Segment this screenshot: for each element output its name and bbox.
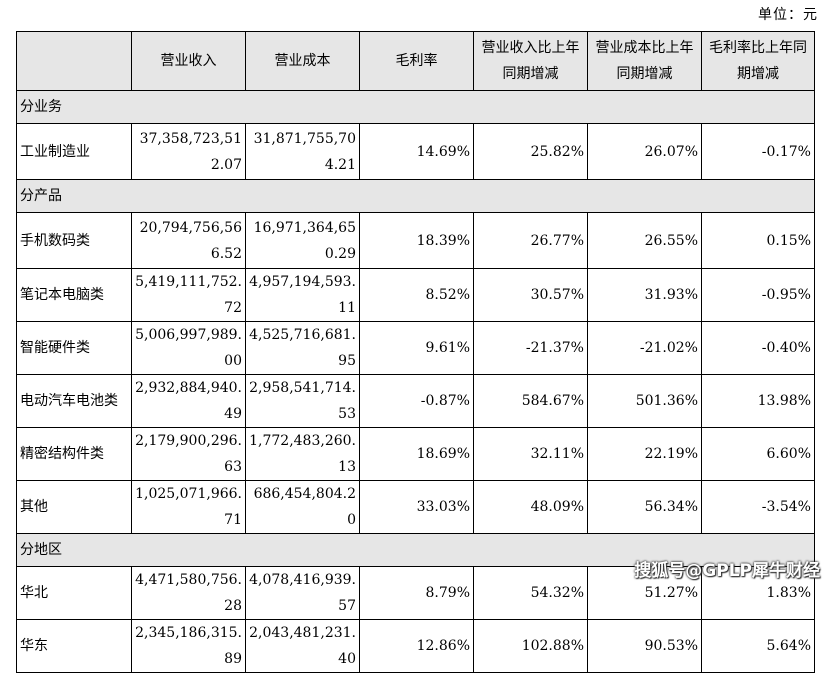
cell-cost-change: 90.53% xyxy=(587,619,702,673)
cell-rev-change: 30.57% xyxy=(473,268,588,322)
cell-rev-change: -21.37% xyxy=(473,321,588,375)
cell-rev-change: 584.67% xyxy=(473,374,588,428)
cell-margin: 12.86% xyxy=(359,619,474,673)
cell-cost-change: -21.02% xyxy=(587,321,702,375)
cell-cost: 2,043,481,231.40 xyxy=(245,619,360,673)
cell-revenue: 2,932,884,940.49 xyxy=(131,374,246,428)
section-header-row: 分业务 xyxy=(16,90,815,124)
section-header-row: 分产品 xyxy=(16,179,815,213)
cell-margin-change: -0.95% xyxy=(701,268,815,322)
cell-rev-change: 25.82% xyxy=(473,123,588,180)
section-title: 分产品 xyxy=(16,179,815,213)
cell-cost: 31,871,755,704.21 xyxy=(245,123,360,180)
cell-revenue: 1,025,071,966.71 xyxy=(131,480,246,534)
cell-cost: 4,525,716,681.95 xyxy=(245,321,360,375)
cell-revenue: 5,419,111,752.72 xyxy=(131,268,246,322)
row-label: 笔记本电脑类 xyxy=(16,268,132,322)
row-label: 华北 xyxy=(16,566,132,620)
table-row: 手机数码类 20,794,756,566.52 16,971,364,650.29 1… xyxy=(16,212,815,269)
cell-margin-change: 0.15% xyxy=(701,212,815,269)
cell-margin: 14.69% xyxy=(359,123,474,180)
table-row: 其他 1,025,071,966.71 686,454,804.20 33.03% 48… xyxy=(16,480,815,534)
unit-label: 单位：元 xyxy=(758,7,818,23)
cell-cost: 4,078,416,939.57 xyxy=(245,566,360,620)
cell-rev-change: 26.77% xyxy=(473,212,588,269)
cell-revenue: 37,358,723,512.07 xyxy=(131,123,246,180)
row-label: 电动汽车电池类 xyxy=(16,374,132,428)
row-label: 其他 xyxy=(16,480,132,534)
table-row: 电动汽车电池类 2,932,884,940.49 2,958,541,714.53-… xyxy=(16,374,815,428)
cell-margin: 9.61% xyxy=(359,321,474,375)
cell-revenue: 2,179,900,296.63 xyxy=(131,427,246,481)
cell-margin-change: 13.98% xyxy=(701,374,815,428)
header-row: 营业收入 营业成本 毛利率 营业收入比上年同期增减 营业成本比上年同期增减 毛利… xyxy=(16,31,815,91)
cell-cost: 686,454,804.20 xyxy=(245,480,360,534)
table-row: 华东 2,345,186,315.89 2,043,481,231.40 12.86%… xyxy=(16,619,815,673)
cell-cost-change: 501.36% xyxy=(587,374,702,428)
cell-rev-change: 54.32% xyxy=(473,566,588,620)
cell-revenue: 20,794,756,566.52 xyxy=(131,212,246,269)
cell-cost-change: 26.55% xyxy=(587,212,702,269)
header-cell: 毛利率比上年同期增减 xyxy=(701,31,815,91)
row-label: 华东 xyxy=(16,619,132,673)
cell-cost-change: 22.19% xyxy=(587,427,702,481)
cell-margin-change: 5.64% xyxy=(701,619,815,673)
table-row: 智能硬件类 5,006,997,989.00 4,525,716,681.95 9.6… xyxy=(16,321,815,375)
cell-margin: 33.03% xyxy=(359,480,474,534)
header-cell xyxy=(16,31,132,91)
cell-margin-change: -0.40% xyxy=(701,321,815,375)
cell-rev-change: 102.88% xyxy=(473,619,588,673)
cell-margin: 18.69% xyxy=(359,427,474,481)
row-label: 精密结构件类 xyxy=(16,427,132,481)
cell-revenue: 2,345,186,315.89 xyxy=(131,619,246,673)
cell-rev-change: 48.09% xyxy=(473,480,588,534)
cell-margin-change: 6.60% xyxy=(701,427,815,481)
header-cell: 营业成本比上年同期增减 xyxy=(587,31,702,91)
watermark: 搜狐号@GPLP犀牛财经 xyxy=(634,561,820,581)
row-label: 智能硬件类 xyxy=(16,321,132,375)
section-title: 分业务 xyxy=(16,90,815,124)
cell-margin-change: -0.17% xyxy=(701,123,815,180)
cell-cost: 1,772,483,260.13 xyxy=(245,427,360,481)
cell-margin: -0.87% xyxy=(359,374,474,428)
cell-revenue: 4,471,580,756.28 xyxy=(131,566,246,620)
cell-cost-change: 26.07% xyxy=(587,123,702,180)
cell-margin-change: -3.54% xyxy=(701,480,815,534)
header-cell: 营业收入比上年同期增减 xyxy=(473,31,588,91)
cell-cost: 16,971,364,650.29 xyxy=(245,212,360,269)
cell-cost: 2,958,541,714.53 xyxy=(245,374,360,428)
table-row: 笔记本电脑类 5,419,111,752.72 4,957,194,593.11 8.… xyxy=(16,268,815,322)
cell-revenue: 5,006,997,989.00 xyxy=(131,321,246,375)
header-cell: 营业成本 xyxy=(245,31,360,91)
header-cell: 营业收入 xyxy=(131,31,246,91)
row-label: 手机数码类 xyxy=(16,212,132,269)
header-cell: 毛利率 xyxy=(359,31,474,91)
cell-cost: 4,957,194,593.11 xyxy=(245,268,360,322)
cell-margin: 8.52% xyxy=(359,268,474,322)
cell-margin: 8.79% xyxy=(359,566,474,620)
cell-rev-change: 32.11% xyxy=(473,427,588,481)
row-label: 工业制造业 xyxy=(16,123,132,180)
table-row: 工业制造业 37,358,723,512.07 31,871,755,704.21 1… xyxy=(16,123,815,180)
cell-cost-change: 31.93% xyxy=(587,268,702,322)
cell-margin: 18.39% xyxy=(359,212,474,269)
table-row: 精密结构件类 2,179,900,296.63 1,772,483,260.13 18… xyxy=(16,427,815,481)
cell-cost-change: 56.34% xyxy=(587,480,702,534)
table-body: 分业务 工业制造业 37,358,723,512.07 31,871,755,704.… xyxy=(16,90,815,673)
